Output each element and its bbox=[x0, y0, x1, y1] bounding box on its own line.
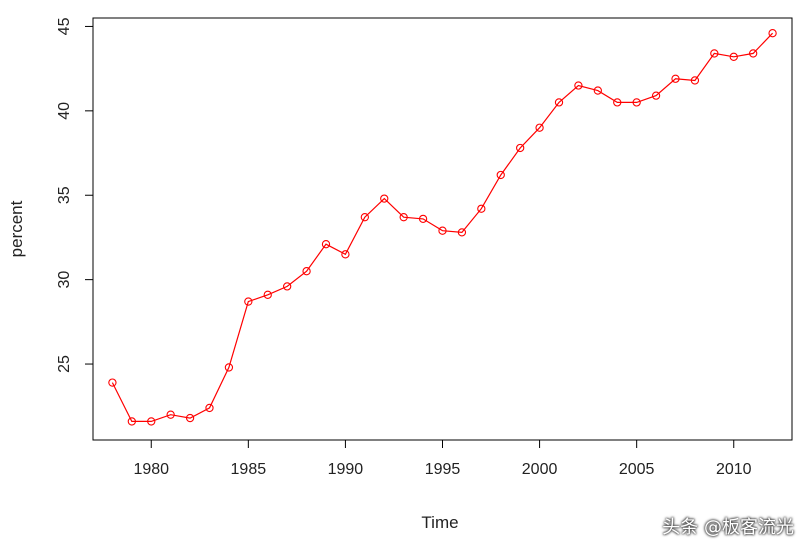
data-point bbox=[360, 213, 369, 222]
data-point bbox=[593, 86, 602, 95]
data-point bbox=[224, 363, 234, 372]
data-point bbox=[574, 81, 583, 90]
x-tick-label: 1990 bbox=[328, 461, 364, 478]
series-line bbox=[111, 32, 774, 422]
data-point bbox=[749, 49, 758, 58]
data-point bbox=[710, 49, 719, 58]
data-point bbox=[554, 98, 564, 107]
data-point bbox=[671, 74, 680, 83]
watermark: 头条 @板客流光 bbox=[662, 517, 794, 538]
y-axis-title: percent bbox=[7, 200, 26, 257]
data-point bbox=[283, 282, 292, 291]
data-point bbox=[380, 194, 389, 203]
data-point bbox=[127, 417, 136, 426]
x-tick-label: 1980 bbox=[133, 461, 169, 478]
x-tick-label: 2010 bbox=[716, 461, 752, 478]
data-point bbox=[632, 98, 641, 107]
data-point bbox=[496, 170, 505, 180]
data-point bbox=[438, 226, 447, 235]
x-axis: 1980 1985 1990 1995 2000 2005 2010 bbox=[133, 439, 752, 478]
data-point bbox=[147, 417, 156, 426]
x-axis-title: Time bbox=[421, 513, 458, 532]
data-point bbox=[651, 91, 661, 100]
data-point bbox=[613, 98, 622, 107]
data-point bbox=[690, 76, 700, 85]
data-point bbox=[768, 29, 777, 38]
y-axis: 25 30 35 40 45 bbox=[56, 17, 94, 373]
x-tick-label: 1995 bbox=[425, 461, 461, 478]
x-tick-label: 2000 bbox=[522, 461, 558, 478]
data-point bbox=[321, 240, 331, 249]
x-tick-label: 2005 bbox=[619, 461, 655, 478]
data-point bbox=[205, 403, 214, 413]
y-tick-label: 35 bbox=[56, 186, 73, 204]
plot-frame bbox=[92, 17, 793, 441]
data-point bbox=[302, 267, 311, 276]
y-tick-label: 45 bbox=[56, 17, 73, 35]
data-point bbox=[399, 213, 408, 222]
data-point bbox=[477, 204, 486, 213]
y-tick-label: 30 bbox=[56, 271, 73, 289]
data-point bbox=[418, 214, 428, 224]
data-point bbox=[166, 410, 175, 419]
series-layer bbox=[108, 29, 777, 426]
y-tick-label: 25 bbox=[56, 355, 73, 373]
data-point bbox=[341, 250, 350, 259]
data-point bbox=[535, 123, 544, 132]
data-point bbox=[244, 297, 253, 306]
data-point bbox=[729, 52, 738, 61]
data-point bbox=[516, 143, 525, 153]
data-point bbox=[185, 413, 195, 423]
data-point bbox=[457, 228, 467, 237]
y-tick-label: 40 bbox=[56, 102, 73, 120]
data-point bbox=[108, 378, 117, 387]
data-point bbox=[263, 290, 272, 299]
x-tick-label: 1985 bbox=[231, 461, 267, 478]
